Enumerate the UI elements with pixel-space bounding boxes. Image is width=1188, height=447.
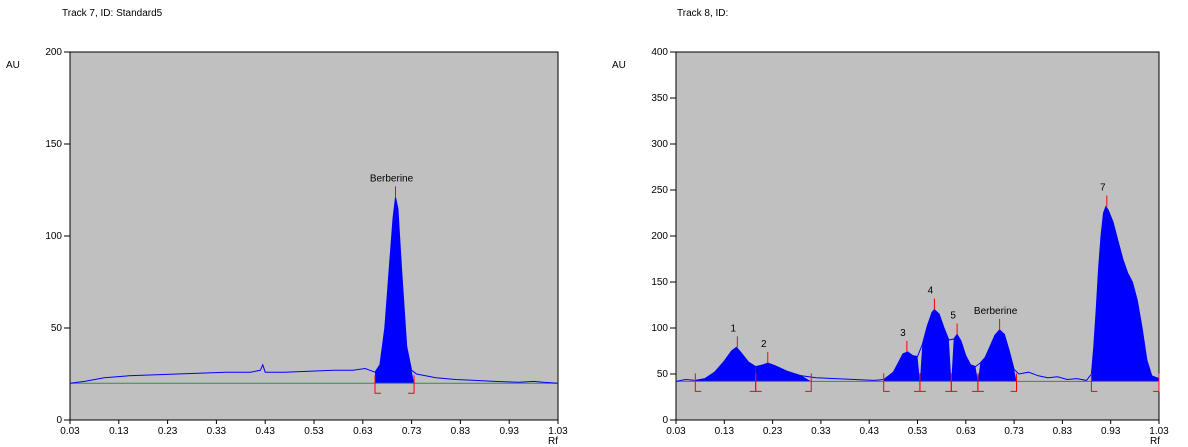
x-tick-label: 1.03 [1149,426,1169,437]
x-axis-label: Rf [1150,436,1160,447]
chart-title: Track 7, ID: Standard5 [62,8,163,19]
x-tick-label: 0.53 [908,426,928,437]
chart-track-7: Track 7, ID: Standard5 AU Rf 0 50 100 150 20… [6,8,568,447]
peak-area [375,197,414,384]
x-tick-label: 0.83 [1053,426,1073,437]
peak-boundary-marker [374,375,381,394]
peak-label: 4 [928,286,934,297]
peak-boundary-marker [919,373,926,392]
x-tick-label: 0.53 [304,426,324,437]
peak-boundary-marker [694,373,702,392]
y-tick-label: 0 [662,415,668,426]
peak-area [951,334,978,382]
y-tick-label: 300 [651,139,668,150]
peak-area [1091,206,1159,382]
x-tick-label: 0.13 [715,426,735,437]
x-tick-label: 0.13 [109,426,129,437]
plot-area [69,51,559,421]
peak-boundary-marker [408,375,415,394]
x-axis-label: Rf [548,436,558,447]
peak-boundary-marker [950,373,958,392]
peak-boundary-marker [977,373,984,392]
peak-area [695,347,756,382]
peak-label: 2 [761,339,767,350]
peak-boundary-marker [755,373,762,392]
trace-line [675,205,1160,382]
x-tick-label: 0.23 [763,426,783,437]
y-tick-label: 150 [45,139,62,150]
y-tick-label: 200 [45,47,62,58]
x-tick-label: 0.43 [859,426,879,437]
x-tick-label: 0.03 [60,426,80,437]
peak-area [883,351,920,382]
y-tick-label: 50 [657,369,669,380]
x-tick-label: 0.03 [666,426,686,437]
peak-boundary-marker [805,373,812,392]
x-tick-label: 0.23 [158,426,178,437]
x-tick-label: 0.73 [1004,426,1024,437]
peak-label: 1 [731,323,737,334]
y-tick-label: 200 [651,231,668,242]
y-tick-label: 0 [56,415,62,426]
peak-label: 5 [950,310,956,321]
peak-label: Berberine [974,306,1018,317]
x-tick-label: 0.33 [811,426,831,437]
y-tick-label: 100 [651,323,668,334]
y-tick-label: 150 [651,277,668,288]
peak-boundary-marker [1010,373,1018,392]
peak-label: Berberine [370,173,414,184]
y-axis-label: AU [6,60,20,71]
x-tick-label: 1.03 [548,426,568,437]
y-axis-label: AU [612,60,626,71]
x-tick-label: 0.43 [255,426,275,437]
chart-title: Track 8, ID: [677,8,728,19]
x-tick-label: 0.83 [451,426,471,437]
peak-area [755,363,812,382]
chart-track-8: Track 8, ID: AU Rf 050100150200250300350… [612,8,1169,447]
y-tick-label: 400 [651,47,668,58]
y-tick-label: 100 [45,231,62,242]
x-tick-label: 0.33 [207,426,227,437]
x-tick-label: 0.93 [499,426,519,437]
peak-boundary-marker [883,373,890,392]
x-tick-label: 0.63 [956,426,976,437]
peak-label: 3 [900,328,906,339]
y-tick-label: 50 [51,323,63,334]
y-tick-label: 350 [651,93,668,104]
peak-boundary-marker [1090,373,1098,392]
x-tick-label: 0.63 [353,426,373,437]
peak-boundary-marker [1153,373,1160,392]
y-tick-label: 250 [651,185,668,196]
x-tick-label: 0.93 [1101,426,1121,437]
x-tick-label: 0.73 [402,426,422,437]
trace-line [69,197,559,384]
peak-label: 7 [1100,183,1106,194]
